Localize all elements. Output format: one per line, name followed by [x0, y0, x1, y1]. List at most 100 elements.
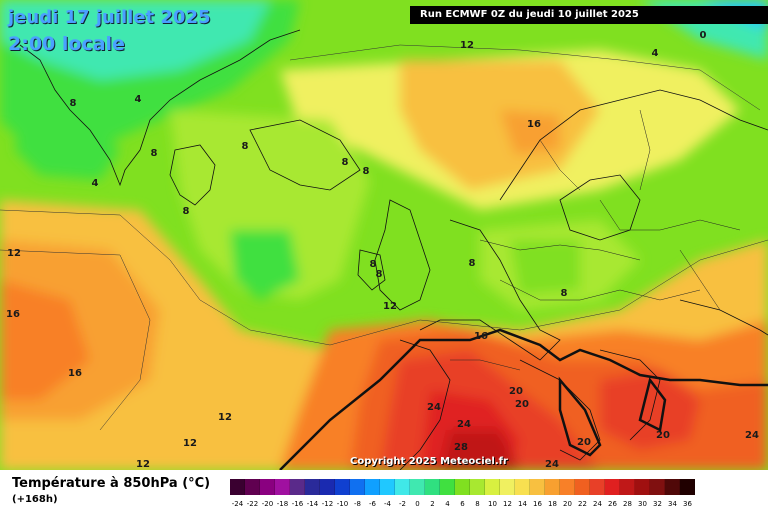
scale-tick-label: -12 — [321, 500, 334, 508]
scale-tick-label: 32 — [653, 500, 662, 508]
scale-swatch — [530, 479, 545, 495]
isotherm-label: 24 — [745, 430, 759, 441]
scale-tick-label: -20 — [261, 500, 274, 508]
scale-swatch — [320, 479, 335, 495]
model-run-label: Run ECMWF 0Z du jeudi 10 juillet 2025 — [410, 6, 768, 24]
scale-swatch — [470, 479, 485, 495]
scale-tick-label: -18 — [276, 500, 289, 508]
scale-swatch — [650, 479, 665, 495]
scale-tick-label: 16 — [533, 500, 542, 508]
isotherm-20-loop — [558, 376, 602, 457]
isotherm-label: 4 — [135, 94, 142, 105]
scale-tick-label: 8 — [475, 500, 480, 508]
scale-swatch — [620, 479, 635, 495]
scale-swatch — [350, 479, 365, 495]
scale-tick-label: 6 — [460, 500, 465, 508]
isotherm-label: 4 — [652, 48, 659, 59]
isotherm-label: 16 — [6, 309, 20, 320]
color-scale — [230, 479, 695, 495]
scale-tick-label: 34 — [668, 500, 677, 508]
scale-tick-label: -14 — [306, 500, 319, 508]
scale-swatch — [485, 479, 500, 495]
copyright-text: Copyright 2025 Meteociel.fr — [350, 456, 508, 467]
scale-swatch — [515, 479, 530, 495]
scale-tick-label: -22 — [246, 500, 259, 508]
legend-title: Température à 850hPa (°C) — [12, 476, 211, 491]
isotherm-label: 24 — [457, 419, 471, 430]
scale-tick-label: 10 — [488, 500, 497, 508]
scale-tick-label: 12 — [503, 500, 512, 508]
scale-tick-label: 4 — [445, 500, 450, 508]
forecast-time: 2:00 locale — [8, 33, 125, 55]
isotherm-label: 24 — [545, 459, 559, 470]
scale-tick-label: 22 — [578, 500, 587, 508]
scale-swatch — [560, 479, 575, 495]
isotherm-label: 8 — [561, 288, 568, 299]
isotherm-label: 8 — [376, 269, 383, 280]
scale-swatch — [275, 479, 290, 495]
scale-tick-label: 26 — [608, 500, 617, 508]
isotherm-label: 28 — [454, 442, 468, 453]
scale-swatch — [395, 479, 410, 495]
scale-tick-label: -6 — [369, 500, 376, 508]
scale-swatch — [575, 479, 590, 495]
scale-tick-label: 28 — [623, 500, 632, 508]
color-scale-labels: -24 -22 -20 -18 -16 -14 -12 -10 -8 -6 -4 -2 0 2 4 6 8 10 1… — [230, 500, 695, 508]
scale-swatch — [635, 479, 650, 495]
isotherm-label: 8 — [469, 258, 476, 269]
isotherm-label: 8 — [151, 148, 158, 159]
isotherm-label: 0 — [700, 30, 707, 41]
scale-tick-label: 18 — [548, 500, 557, 508]
isotherm-label: 4 — [92, 178, 99, 189]
scale-tick-label: -10 — [336, 500, 349, 508]
scale-swatch — [455, 479, 470, 495]
isotherm-label: 20 — [577, 437, 591, 448]
scale-swatch — [500, 479, 515, 495]
scale-tick-label: 2 — [430, 500, 435, 508]
isotherm-label: 24 — [427, 402, 441, 413]
scale-swatch — [545, 479, 560, 495]
scale-tick-label: 24 — [593, 500, 602, 508]
isotherm-label: 12 — [218, 412, 232, 423]
isotherm-label: 12 — [183, 438, 197, 449]
isotherm-20-loop-east — [638, 377, 667, 432]
scale-swatch — [440, 479, 455, 495]
scale-tick-label: -8 — [354, 500, 361, 508]
isotherm-label: 16 — [527, 119, 541, 130]
isotherm-label: 20 — [515, 399, 529, 410]
scale-tick-label: 14 — [518, 500, 527, 508]
isotherm-label: 12 — [383, 301, 397, 312]
isotherm-label: 8 — [363, 166, 370, 177]
weather-map: 12 4 0 4 8 8 8 4 8 8 8 16 12 16 8 8 8 8 12 16 16 20 20 24 24 20 20… — [0, 0, 768, 470]
isotherm-label: 20 — [509, 386, 523, 397]
legend-footer: Température à 850hPa (°C) (+168h) -24 -22… — [0, 470, 768, 512]
isotherm-label: 8 — [70, 98, 77, 109]
isotherm-label: 8 — [342, 157, 349, 168]
scale-swatch — [260, 479, 275, 495]
isotherm-label: 12 — [7, 248, 21, 259]
isotherm-label: 12 — [460, 40, 474, 51]
forecast-date: jeudi 17 juillet 2025 — [8, 7, 211, 28]
scale-swatch — [230, 479, 245, 495]
isotherm-label: 16 — [68, 368, 82, 379]
scale-swatch — [590, 479, 605, 495]
temperature-field — [0, 0, 768, 470]
scale-tick-label: 30 — [638, 500, 647, 508]
scale-swatch — [425, 479, 440, 495]
isotherm-label: 20 — [656, 430, 670, 441]
borders — [450, 109, 741, 371]
scale-swatch — [305, 479, 320, 495]
scale-swatch — [290, 479, 305, 495]
isotherm-label: 8 — [242, 141, 249, 152]
isotherm-labels: 1240488848881612168888121616202024242020… — [6, 30, 759, 470]
scale-tick-label: -24 — [231, 500, 244, 508]
isotherms — [0, 44, 768, 431]
scale-swatch — [410, 479, 425, 495]
isotherm-label: 16 — [474, 331, 488, 342]
isotherm-20-thick — [279, 328, 768, 470]
scale-tick-label: -2 — [399, 500, 406, 508]
scale-swatch — [605, 479, 620, 495]
temperature-map-canvas: 1240488848881612168888121616202024242020… — [0, 0, 768, 470]
scale-swatch — [380, 479, 395, 495]
scale-swatch — [335, 479, 350, 495]
